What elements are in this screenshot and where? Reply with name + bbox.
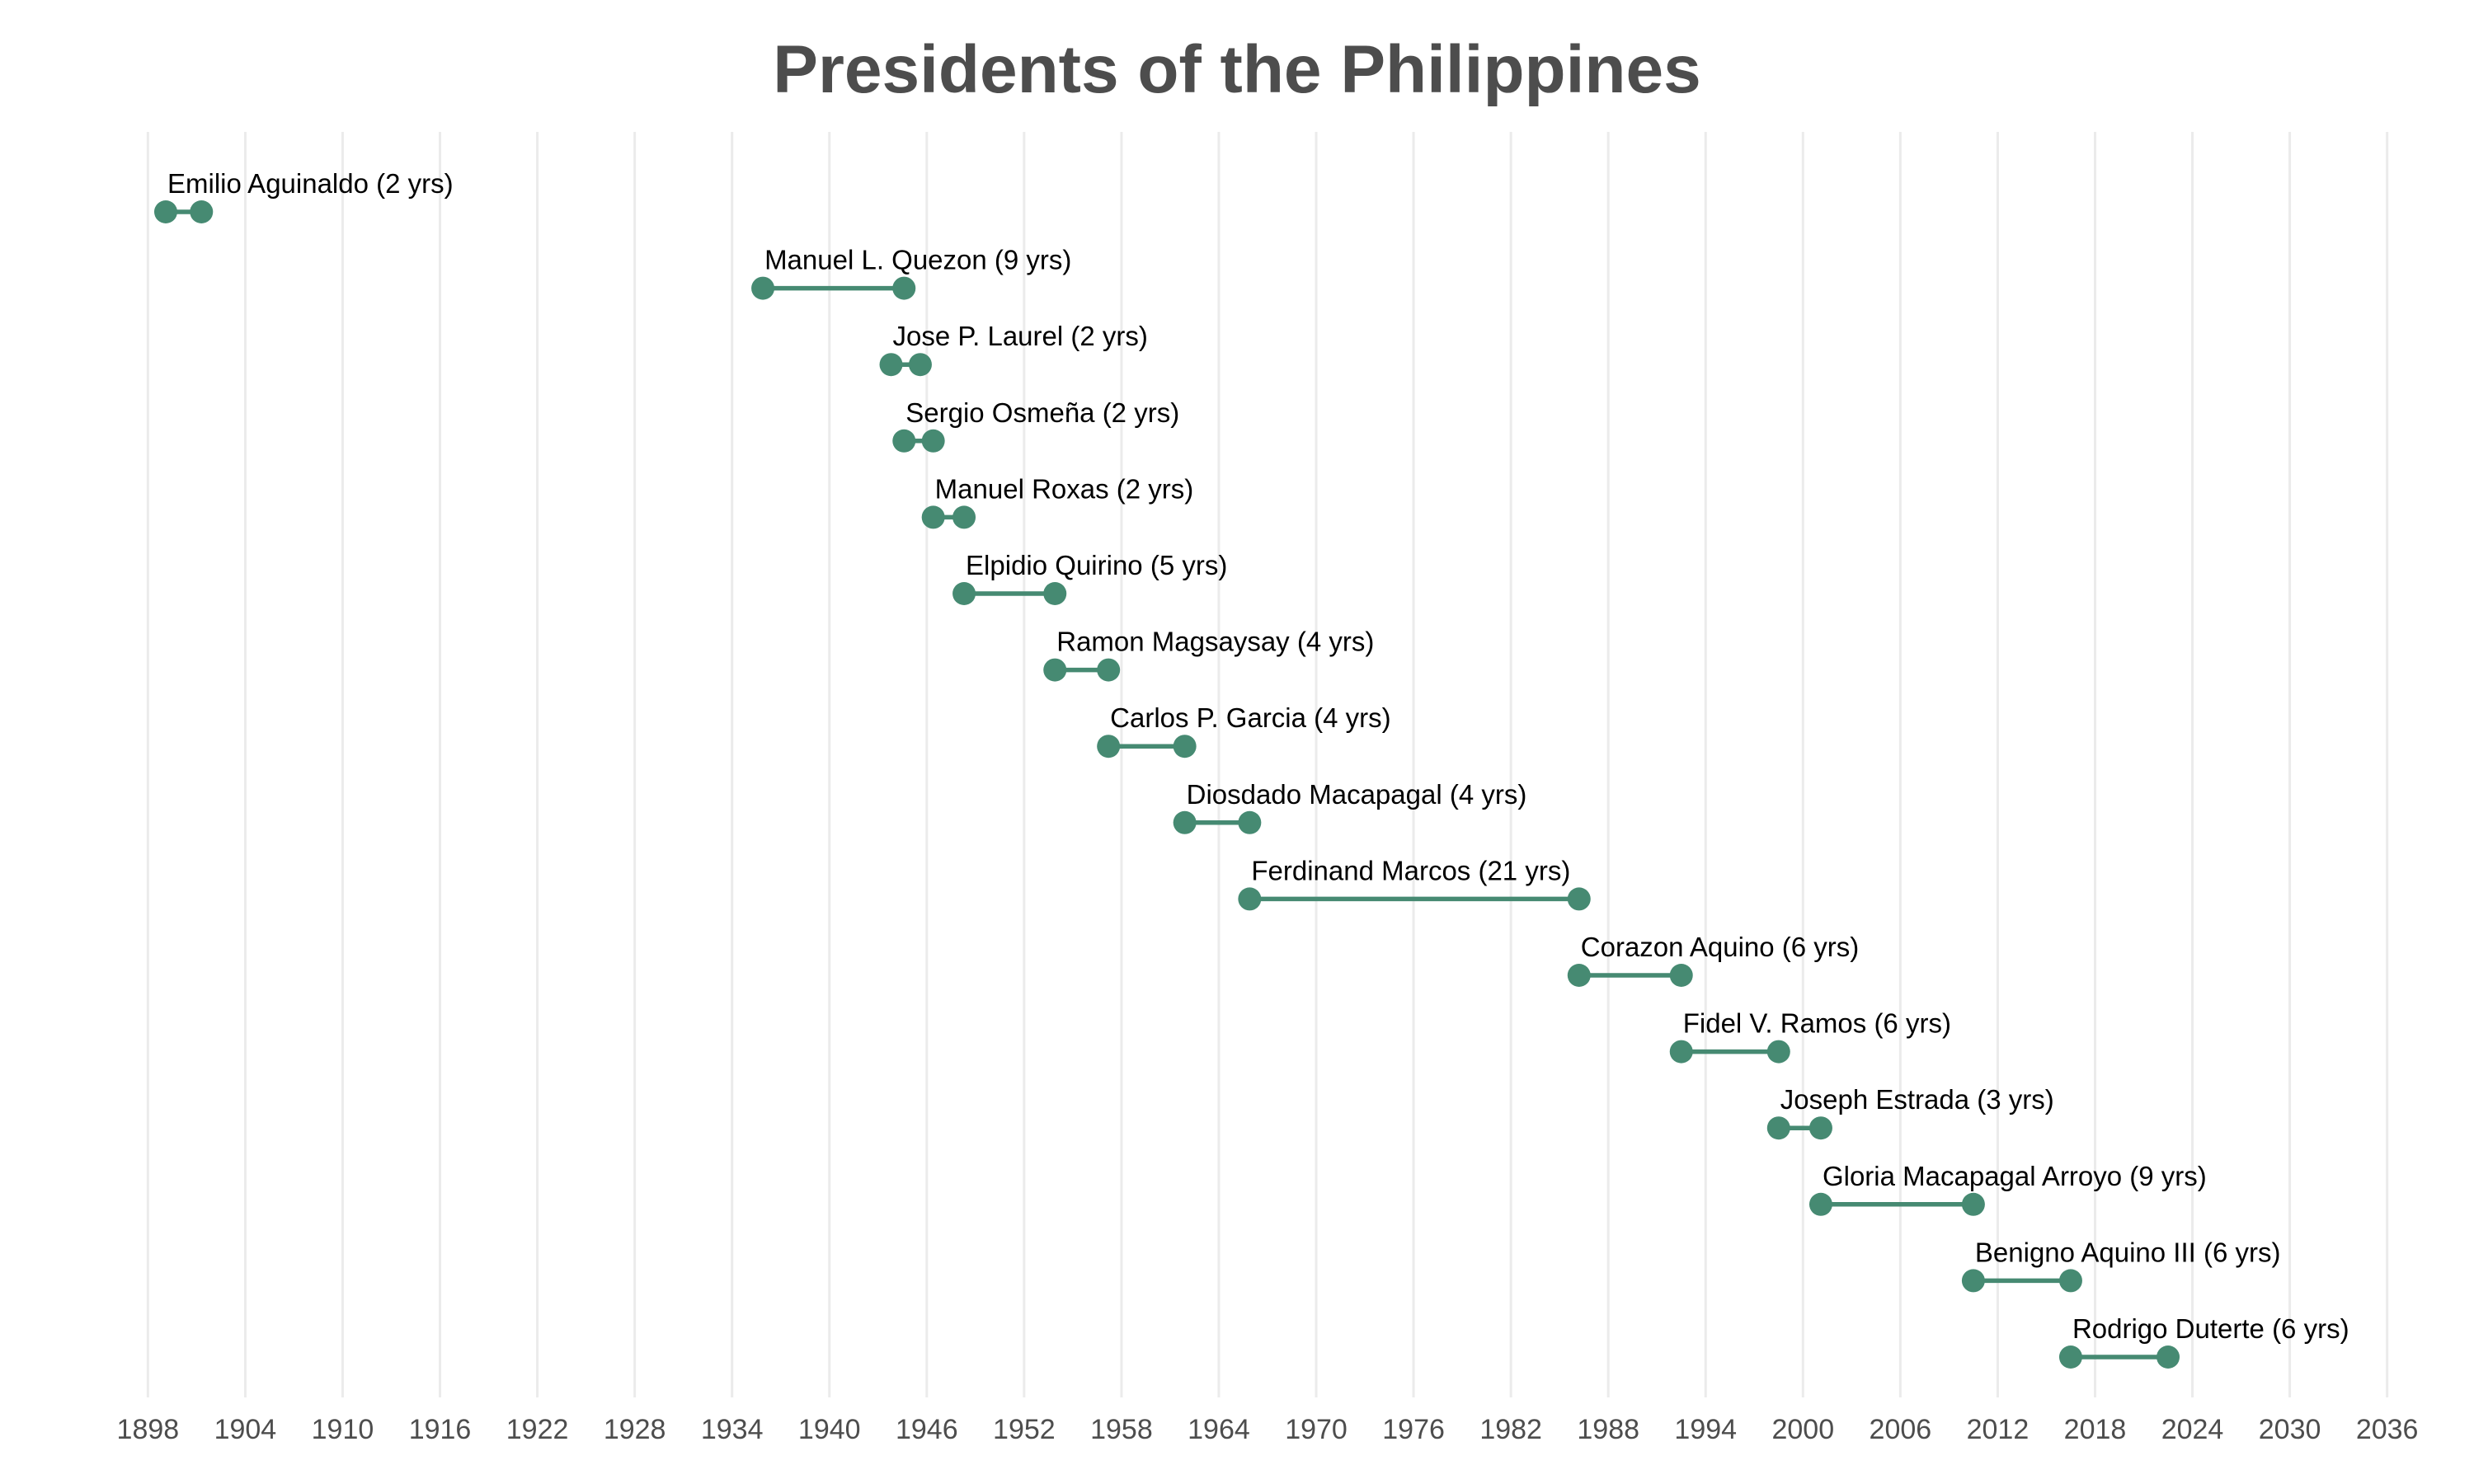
x-tick-label: 1940 bbox=[798, 1414, 861, 1445]
term-end-point bbox=[1961, 1192, 1985, 1216]
x-tick-label: 1982 bbox=[1479, 1414, 1542, 1445]
x-tick-label: 1976 bbox=[1382, 1414, 1445, 1445]
president-label: Elpidio Quirino (5 yrs) bbox=[966, 550, 1227, 580]
x-tick-label: 1958 bbox=[1090, 1414, 1153, 1445]
term-end-point bbox=[921, 429, 945, 453]
term-start-point bbox=[921, 505, 945, 529]
x-tick-label: 2006 bbox=[1870, 1414, 1932, 1445]
term-start-point bbox=[1173, 810, 1197, 834]
x-tick-label: 1970 bbox=[1285, 1414, 1348, 1445]
x-tick-label: 1922 bbox=[506, 1414, 569, 1445]
president-term bbox=[153, 200, 214, 223]
x-tick-label: 1898 bbox=[117, 1414, 180, 1445]
term-end-point bbox=[1238, 810, 1262, 834]
x-tick-label: 1994 bbox=[1674, 1414, 1737, 1445]
x-tick-label: 1916 bbox=[409, 1414, 472, 1445]
term-start-point bbox=[1567, 964, 1591, 987]
x-tick-label: 2024 bbox=[2161, 1414, 2224, 1445]
chart-title: Presidents of the Philippines bbox=[773, 32, 1701, 107]
president-label: Jose P. Laurel (2 yrs) bbox=[893, 321, 1148, 351]
term-start-point bbox=[879, 353, 903, 377]
x-tick-label: 1952 bbox=[993, 1414, 1056, 1445]
term-start-point bbox=[892, 429, 916, 453]
term-end-point bbox=[1567, 887, 1591, 911]
president-label: Carlos P. Garcia (4 yrs) bbox=[1110, 702, 1390, 733]
president-label: Manuel Roxas (2 yrs) bbox=[935, 473, 1194, 504]
term-start-point bbox=[2058, 1345, 2082, 1369]
term-start-point bbox=[1766, 1116, 1790, 1140]
president-label: Sergio Osmeña (2 yrs) bbox=[905, 397, 1179, 428]
term-end-point bbox=[1669, 964, 1693, 987]
x-tick-label: 2012 bbox=[1967, 1414, 2030, 1445]
president-term bbox=[892, 429, 945, 453]
president-label: Joseph Estrada (3 yrs) bbox=[1780, 1084, 2054, 1115]
x-tick-label: 2030 bbox=[2259, 1414, 2321, 1445]
label-layer: Emilio Aguinaldo (2 yrs) Manuel L. Quezon… bbox=[167, 168, 2349, 1344]
president-term bbox=[1238, 887, 1591, 911]
term-end-point bbox=[1766, 1040, 1790, 1064]
term-end-point bbox=[1173, 735, 1197, 758]
term-end-point bbox=[190, 200, 214, 223]
term-layer bbox=[153, 200, 2180, 1369]
president-label: Fidel V. Ramos (6 yrs) bbox=[1683, 1008, 1951, 1039]
term-start-point bbox=[1097, 735, 1121, 758]
president-term bbox=[1808, 1192, 1985, 1216]
x-tick-label: 1910 bbox=[312, 1414, 374, 1445]
president-term bbox=[1961, 1269, 2082, 1293]
term-start-point bbox=[1043, 658, 1067, 682]
president-label: Manuel L. Quezon (9 yrs) bbox=[764, 245, 1071, 275]
term-start-point bbox=[153, 200, 177, 223]
president-term bbox=[1669, 1040, 1790, 1064]
president-label: Rodrigo Duterte (6 yrs) bbox=[2072, 1313, 2349, 1344]
term-end-point bbox=[1043, 582, 1067, 605]
president-term bbox=[1173, 810, 1262, 834]
term-end-point bbox=[908, 353, 932, 377]
x-tick-label: 1946 bbox=[896, 1414, 958, 1445]
president-label: Corazon Aquino (6 yrs) bbox=[1581, 932, 1860, 962]
president-label: Diosdado Macapagal (4 yrs) bbox=[1187, 779, 1527, 810]
president-term bbox=[952, 582, 1067, 605]
term-start-point bbox=[751, 276, 775, 300]
term-end-point bbox=[892, 276, 916, 300]
term-end-point bbox=[2058, 1269, 2082, 1293]
x-tick-label: 2000 bbox=[1771, 1414, 1834, 1445]
term-end-point bbox=[2157, 1345, 2180, 1369]
president-term bbox=[1567, 964, 1693, 987]
term-start-point bbox=[1238, 887, 1262, 911]
president-label: Emilio Aguinaldo (2 yrs) bbox=[167, 168, 454, 199]
president-label: Benigno Aquino III (6 yrs) bbox=[1975, 1237, 2281, 1267]
president-label: Ramon Magsaysay (4 yrs) bbox=[1056, 627, 1374, 657]
term-end-point bbox=[952, 505, 976, 529]
president-term bbox=[1097, 735, 1197, 758]
president-label: Ferdinand Marcos (21 yrs) bbox=[1251, 855, 1570, 885]
term-start-point bbox=[1808, 1192, 1832, 1216]
president-label: Gloria Macapagal Arroyo (9 yrs) bbox=[1823, 1161, 2207, 1191]
president-term bbox=[921, 505, 976, 529]
x-tick-label: 1904 bbox=[214, 1414, 277, 1445]
x-tick-label: 2036 bbox=[2356, 1414, 2419, 1445]
x-tick-label: 1988 bbox=[1577, 1414, 1639, 1445]
term-start-point bbox=[1961, 1269, 1985, 1293]
term-end-point bbox=[1808, 1116, 1832, 1140]
grid-layer bbox=[146, 132, 2389, 1397]
x-tick-label: 1934 bbox=[701, 1414, 764, 1445]
term-end-point bbox=[1097, 658, 1121, 682]
president-term bbox=[2058, 1345, 2180, 1369]
president-term bbox=[751, 276, 916, 300]
president-term bbox=[879, 353, 932, 377]
x-tick-label: 1928 bbox=[604, 1414, 666, 1445]
x-tick-label: 1964 bbox=[1188, 1414, 1250, 1445]
president-term bbox=[1766, 1116, 1832, 1140]
term-start-point bbox=[952, 582, 976, 605]
x-tick-label: 2018 bbox=[2064, 1414, 2127, 1445]
x-axis: 1898 1904 1910 1916 1922 1928 1934 1940 1946 1952… bbox=[117, 1414, 2419, 1445]
term-start-point bbox=[1669, 1040, 1693, 1064]
president-term bbox=[1043, 658, 1121, 682]
